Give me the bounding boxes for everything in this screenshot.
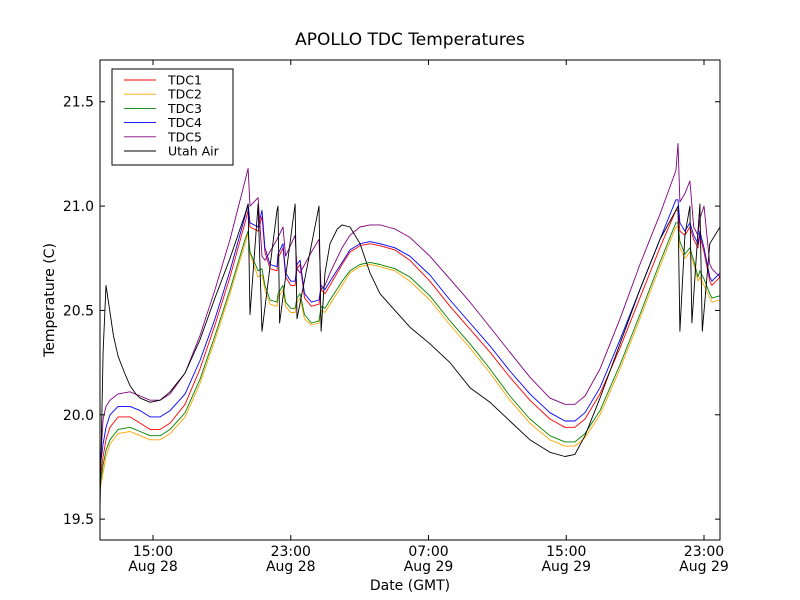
x-tick-label-time: 23:00: [271, 544, 311, 560]
series-line-tdc2: [100, 226, 720, 490]
x-tick-label-date: Aug 29: [404, 559, 454, 575]
series-layer: [100, 143, 720, 509]
x-tick-label-time: 23:00: [684, 544, 724, 560]
legend-label: Utah Air: [168, 144, 220, 159]
x-tick-label-date: Aug 29: [541, 559, 591, 575]
series-line-utah-air: [100, 203, 720, 509]
series-line-tdc1: [100, 209, 720, 482]
series-line-tdc4: [100, 199, 720, 470]
legend-label: TDC4: [167, 115, 202, 130]
legend-label: TDC3: [167, 101, 202, 116]
x-tick-label-time: 15:00: [546, 544, 586, 560]
y-axis: 19.5 20.0 20.5 21.0 21.5: [63, 95, 720, 528]
x-tick-label-time: 15:00: [133, 544, 173, 560]
series-line-tdc5: [100, 143, 720, 472]
legend-box: [111, 68, 234, 166]
y-tick-label: 21.0: [63, 199, 94, 215]
legend-label: TDC2: [167, 87, 202, 102]
x-tick-label-date: Aug 28: [266, 559, 316, 575]
chart-title: APOLLO TDC Temperatures: [295, 30, 525, 50]
y-tick-label: 20.0: [63, 408, 94, 424]
y-tick-label: 20.5: [63, 303, 94, 319]
y-tick-label: 21.5: [63, 95, 94, 111]
x-tick-label-time: 07:00: [408, 544, 448, 560]
legend-label: TDC1: [167, 73, 202, 88]
x-axis-label: Date (GMT): [370, 578, 450, 594]
series-line-tdc3: [100, 222, 720, 486]
x-tick-label-date: Aug 29: [679, 559, 729, 575]
y-axis-label: Temperature (C): [42, 243, 58, 358]
x-tick-label-date: Aug 28: [128, 559, 178, 575]
legend-label: TDC5: [167, 129, 202, 144]
y-tick-label: 19.5: [63, 512, 94, 528]
plot-frame: [99, 59, 721, 541]
